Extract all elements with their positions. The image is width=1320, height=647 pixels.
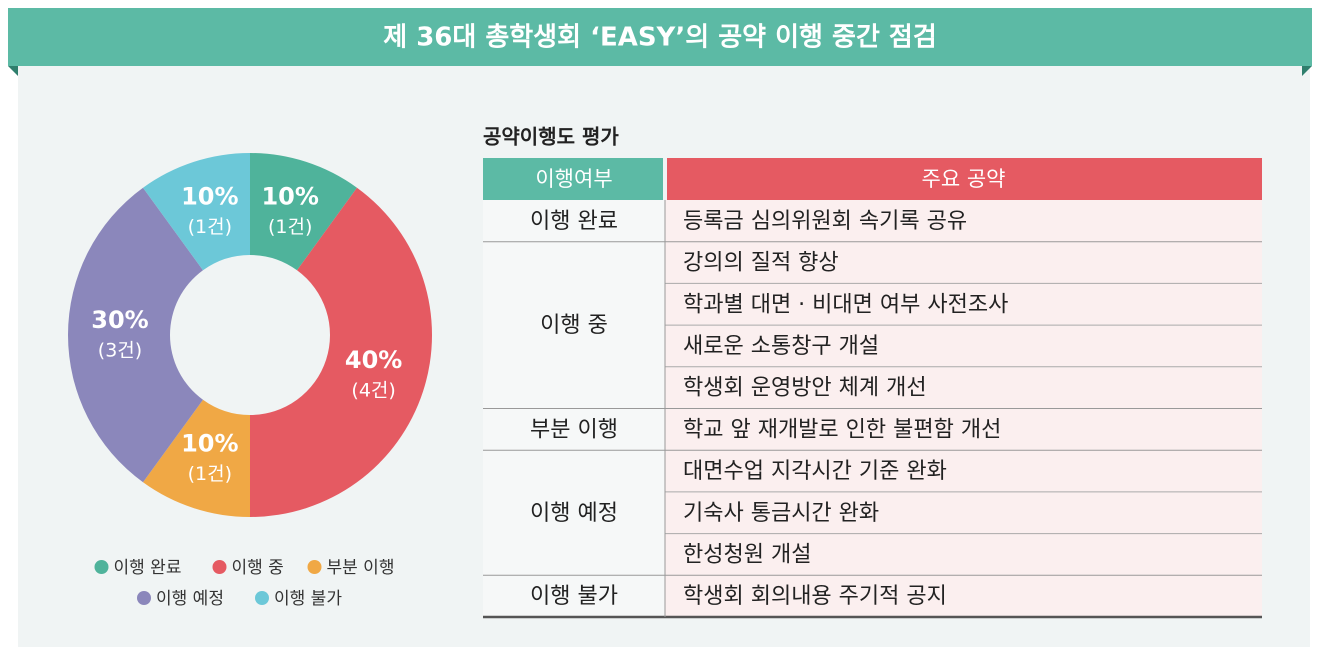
status-cell: 이행 예정 <box>530 501 618 526</box>
item-cell: 학교 앞 재개발로 인한 불편함 개선 <box>683 417 1001 442</box>
legend-swatch <box>94 560 109 574</box>
item-cell: 한성청원 개설 <box>683 542 811 567</box>
slice-count-label: (4건) <box>351 380 395 402</box>
legend-swatch <box>212 560 227 574</box>
header-label: 주요 공약 <box>922 167 1006 191</box>
legend-label: 부분 이행 <box>327 558 395 578</box>
donut-slice <box>250 153 357 271</box>
table-title: 공약이행도 평가 <box>483 125 619 149</box>
item-cell: 대면수업 지각시간 기준 완화 <box>683 459 947 484</box>
slice-value-label: 10% <box>181 430 238 458</box>
legend-label: 이행 불가 <box>274 589 342 609</box>
item-cell: 학생회 회의내용 주기적 공지 <box>683 584 947 609</box>
page-title: 제 36대 총학생회 ‘EASY’의 공약 이행 중간 점검 <box>383 23 937 53</box>
status-cell: 이행 불가 <box>530 584 618 609</box>
item-cell: 강의의 질적 향상 <box>683 251 839 276</box>
fold <box>1302 66 1312 76</box>
header-cell <box>667 158 1262 200</box>
slice-count-label: (3건) <box>98 340 142 362</box>
legend-swatch <box>307 560 322 574</box>
slice-value-label: 30% <box>91 306 148 334</box>
item-cell: 새로운 소통창구 개설 <box>683 334 879 359</box>
fold <box>8 66 18 76</box>
legend-swatch <box>255 591 269 605</box>
status-cell: 부분 이행 <box>530 417 618 442</box>
legend-label: 이행 예정 <box>156 589 224 609</box>
slice-count-label: (1건) <box>188 463 232 485</box>
slice-count-label: (1건) <box>188 216 232 238</box>
slice-value-label: 40% <box>345 346 402 374</box>
header-label: 이행여부 <box>535 167 612 191</box>
slice-value-label: 10% <box>261 182 318 210</box>
item-cell: 기숙사 통금시간 완화 <box>683 501 879 526</box>
status-cell: 이행 중 <box>540 313 608 338</box>
donut-slice <box>250 187 432 517</box>
donut-slice <box>143 399 250 517</box>
banner <box>8 8 1312 66</box>
legend-swatch <box>137 591 151 605</box>
donut-slice <box>143 153 250 271</box>
donut-slice <box>67 187 203 483</box>
legend-label: 이행 중 <box>232 558 284 578</box>
status-cell: 이행 완료 <box>530 209 618 234</box>
legend-label: 이행 완료 <box>114 558 182 578</box>
item-cell: 학과별 대면 · 비대면 여부 사전조사 <box>683 292 1008 317</box>
header-cell <box>483 158 663 200</box>
item-cell: 학생회 운영방안 체계 개선 <box>683 376 927 401</box>
slice-value-label: 10% <box>181 182 238 210</box>
item-cell: 등록금 심의위원회 속기록 공유 <box>683 209 967 234</box>
slice-count-label: (1건) <box>268 216 312 238</box>
